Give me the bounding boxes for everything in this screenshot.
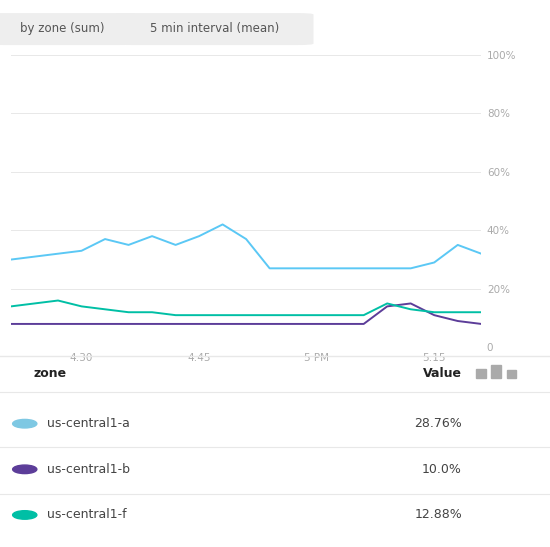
- Text: us-central1-f: us-central1-f: [47, 509, 127, 521]
- Circle shape: [13, 420, 37, 428]
- FancyBboxPatch shape: [0, 13, 136, 45]
- Circle shape: [13, 465, 37, 474]
- Text: by zone (sum): by zone (sum): [20, 22, 104, 35]
- Circle shape: [13, 511, 37, 519]
- Bar: [476, 369, 486, 378]
- Text: us-central1-a: us-central1-a: [47, 417, 130, 430]
- Text: 12.88%: 12.88%: [414, 509, 462, 521]
- Text: zone: zone: [33, 366, 66, 380]
- Text: 5 min interval (mean): 5 min interval (mean): [150, 22, 279, 35]
- Text: Value: Value: [423, 366, 462, 380]
- Bar: [491, 365, 501, 378]
- Text: 28.76%: 28.76%: [414, 417, 462, 430]
- Text: us-central1-b: us-central1-b: [47, 463, 130, 476]
- Bar: [507, 370, 516, 378]
- Text: 10.0%: 10.0%: [422, 463, 462, 476]
- FancyBboxPatch shape: [116, 13, 314, 45]
